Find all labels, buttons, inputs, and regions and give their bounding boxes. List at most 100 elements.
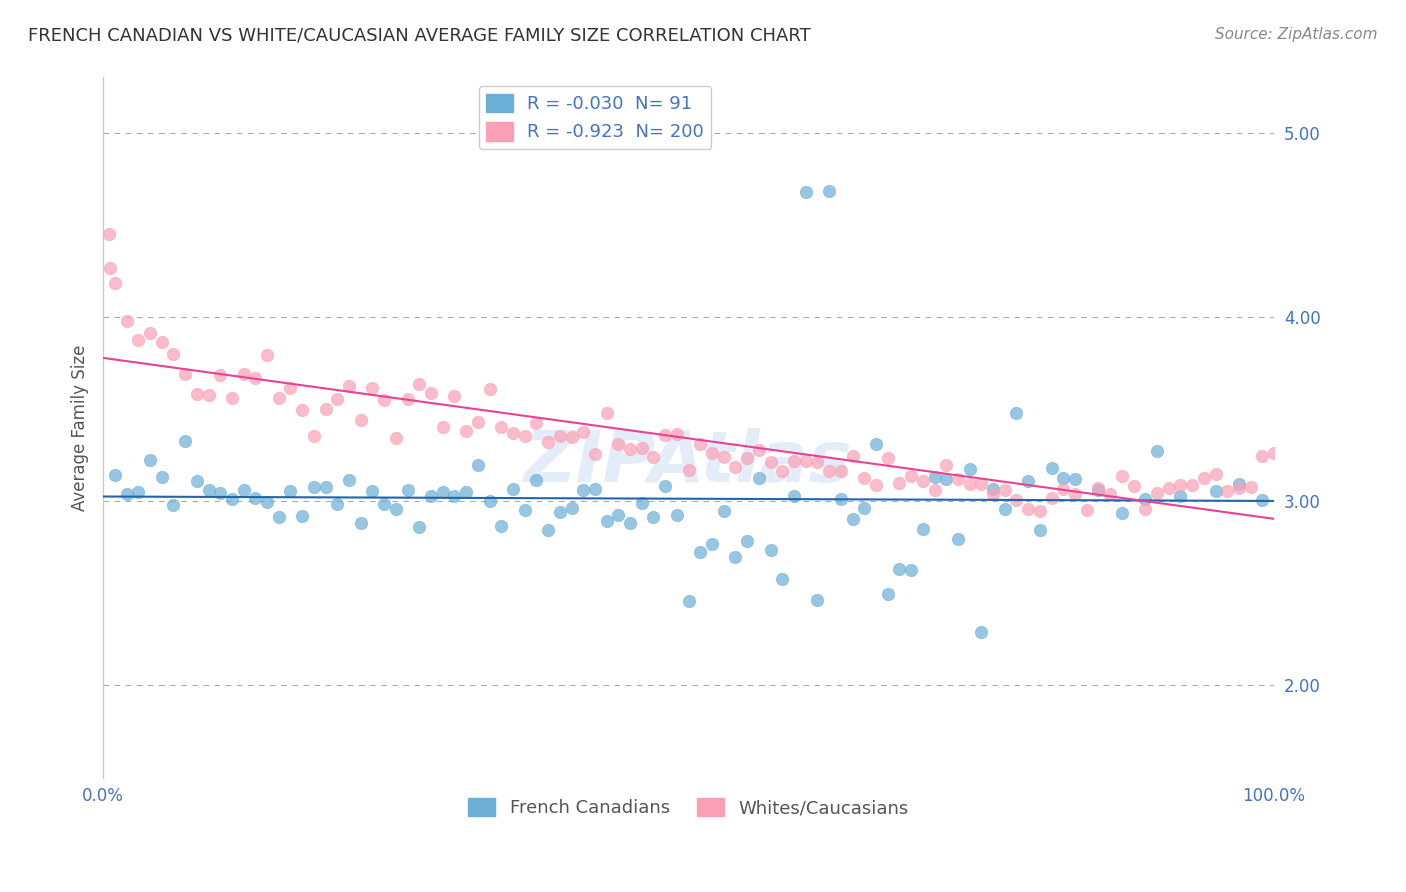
Point (1111, 469, 1133, 483)
Point (770, 464, 793, 478)
Point (385, 502, 408, 516)
Point (700, 537, 723, 551)
Point (127, 333, 149, 347)
Point (315, 402, 337, 417)
Point (783, 454, 806, 468)
Point (924, 483, 946, 498)
Text: FRENCH CANADIAN VS WHITE/CAUCASIAN AVERAGE FAMILY SIZE CORRELATION CHART: FRENCH CANADIAN VS WHITE/CAUCASIAN AVERA… (28, 27, 811, 45)
Point (174, 434, 197, 448)
Point (1111, 506, 1133, 520)
Point (221, 491, 243, 506)
Point (526, 473, 548, 487)
Point (420, 385, 443, 400)
Point (665, 508, 688, 522)
Point (396, 392, 419, 406)
Point (735, 534, 758, 549)
Point (935, 458, 957, 472)
Point (970, 624, 993, 639)
Point (1240, 480, 1263, 494)
Point (478, 494, 501, 508)
Point (337, 473, 360, 487)
Point (221, 391, 243, 405)
Point (689, 437, 711, 451)
Point (876, 587, 898, 601)
Point (326, 497, 349, 511)
Point (806, 593, 828, 607)
Point (197, 387, 219, 401)
Point (361, 483, 384, 498)
Point (1263, 446, 1285, 460)
Point (830, 464, 852, 478)
Point (865, 477, 887, 491)
Point (373, 393, 395, 408)
Point (643, 450, 665, 465)
Point (1192, 471, 1215, 485)
Point (946, 532, 969, 546)
Point (232, 367, 254, 381)
Point (1005, 493, 1028, 508)
Point (759, 543, 782, 558)
Point (256, 348, 278, 362)
Point (853, 471, 876, 485)
Point (1017, 501, 1039, 516)
Point (1170, 489, 1192, 503)
Point (443, 489, 465, 503)
Point (315, 480, 337, 494)
Point (98, 261, 121, 276)
Point (900, 468, 922, 483)
Point (713, 504, 735, 518)
Point (1040, 491, 1063, 505)
Point (502, 482, 524, 496)
Point (104, 468, 127, 483)
Point (526, 416, 548, 430)
Legend: French Canadians, Whites/Caucasians: French Canadians, Whites/Caucasians (461, 790, 917, 824)
Point (607, 508, 630, 522)
Point (794, 454, 817, 468)
Point (560, 500, 582, 515)
Point (853, 500, 876, 515)
Point (841, 450, 863, 464)
Point (713, 450, 735, 464)
Text: Source: ZipAtlas.com: Source: ZipAtlas.com (1215, 27, 1378, 42)
Point (678, 594, 700, 608)
Point (150, 470, 173, 484)
Point (443, 389, 465, 403)
Point (361, 381, 384, 395)
Point (724, 459, 747, 474)
Point (1146, 443, 1168, 458)
Point (373, 497, 395, 511)
Point (630, 495, 652, 509)
Point (924, 470, 946, 484)
Point (537, 434, 560, 449)
Point (337, 379, 360, 393)
Point (174, 368, 197, 382)
Point (1064, 486, 1087, 500)
Point (1135, 502, 1157, 516)
Point (291, 402, 314, 417)
Point (583, 483, 606, 497)
Point (630, 441, 652, 455)
Point (408, 376, 430, 391)
Point (1170, 478, 1192, 492)
Point (783, 489, 806, 503)
Point (537, 523, 560, 537)
Point (98, 227, 121, 242)
Point (911, 475, 934, 489)
Point (456, 484, 478, 499)
Point (889, 475, 911, 490)
Point (209, 368, 232, 383)
Point (643, 510, 665, 524)
Point (162, 498, 184, 512)
Point (1122, 479, 1144, 493)
Point (1135, 492, 1157, 507)
Point (830, 492, 852, 507)
Point (197, 483, 219, 497)
Point (291, 509, 314, 524)
Point (491, 420, 513, 434)
Point (186, 387, 208, 401)
Point (678, 463, 700, 477)
Point (1227, 477, 1250, 491)
Point (865, 437, 887, 451)
Point (104, 276, 127, 290)
Point (959, 462, 981, 476)
